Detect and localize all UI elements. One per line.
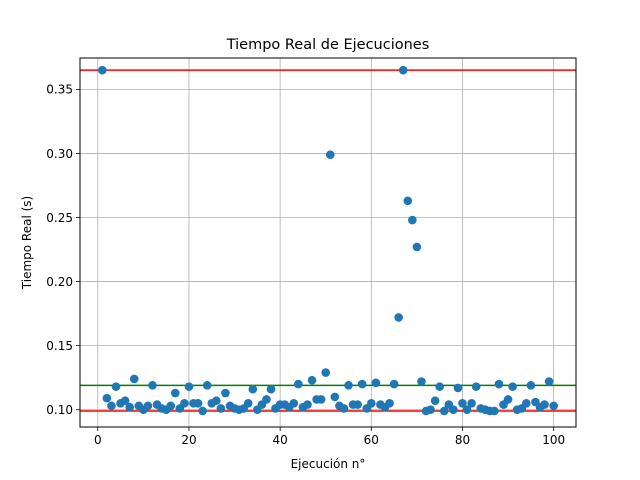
data-point <box>107 401 116 411</box>
data-point <box>303 400 312 409</box>
data-point <box>221 388 230 398</box>
data-point <box>357 379 367 389</box>
y-tick-label: 0.25 <box>46 211 73 225</box>
data-point <box>325 150 335 160</box>
data-point <box>262 395 271 404</box>
data-point <box>412 242 422 252</box>
x-tick-label: 100 <box>542 433 565 447</box>
data-point <box>435 382 444 391</box>
x-tick-label: 20 <box>181 433 196 447</box>
data-point <box>330 392 340 402</box>
data-point <box>371 378 381 388</box>
data-point <box>367 398 376 408</box>
y-tick-label: 0.20 <box>46 275 73 289</box>
plot-frame <box>79 57 577 428</box>
data-point <box>398 65 408 75</box>
data-point <box>339 404 349 413</box>
data-point <box>526 381 536 390</box>
data-point <box>385 398 394 408</box>
data-point <box>540 400 549 409</box>
data-point <box>353 400 362 409</box>
data-point <box>170 388 180 398</box>
data-point <box>544 377 554 386</box>
data-point <box>462 405 472 415</box>
data-point <box>449 405 458 415</box>
data-point <box>125 402 134 412</box>
data-point <box>120 396 130 406</box>
data-point <box>467 398 476 408</box>
data-point <box>202 381 212 390</box>
data-point <box>403 196 413 206</box>
y-axis-label: Tiempo Real (s) <box>20 196 34 290</box>
data-point <box>321 368 331 377</box>
data-point <box>389 379 399 389</box>
chart-title: Tiempo Real de Ejecuciones <box>226 37 430 53</box>
data-point <box>184 382 194 391</box>
data-point <box>316 395 326 404</box>
x-axis-label: Ejecución n° <box>291 457 366 471</box>
data-point <box>143 401 153 411</box>
data-point <box>193 398 203 408</box>
x-tick-label: 80 <box>455 433 470 447</box>
data-point <box>453 383 463 393</box>
data-point <box>216 404 226 413</box>
data-point <box>417 377 426 386</box>
data-point <box>394 313 403 322</box>
y-tick-label: 0.10 <box>46 403 73 417</box>
data-point <box>248 384 258 394</box>
data-point <box>490 406 499 416</box>
data-point <box>243 398 253 408</box>
x-tick-label: 0 <box>94 433 102 447</box>
x-tick-label: 60 <box>364 433 379 447</box>
data-point <box>426 405 435 415</box>
data-point <box>289 398 299 408</box>
data-point <box>408 215 417 225</box>
data-point <box>212 396 221 406</box>
data-point <box>508 382 517 391</box>
data-point <box>307 375 317 385</box>
x-axis-ticks: 0 20 40 60 80 100 <box>94 427 565 447</box>
data-point <box>494 379 504 389</box>
data-point <box>439 406 449 416</box>
data-point <box>549 401 558 411</box>
data-point <box>430 396 440 406</box>
data-point <box>266 384 276 394</box>
y-tick-label: 0.30 <box>46 147 73 161</box>
data-point <box>503 395 513 404</box>
data-points <box>98 65 558 416</box>
data-point <box>458 398 467 408</box>
data-point <box>471 382 481 391</box>
y-axis-ticks: 0.10 0.15 0.20 0.25 0.30 0.35 <box>46 83 80 417</box>
data-point <box>129 374 139 384</box>
data-point <box>166 401 176 411</box>
data-point <box>102 393 112 403</box>
data-point <box>294 379 303 389</box>
data-point <box>522 398 531 408</box>
data-point <box>344 381 353 390</box>
data-point <box>148 381 157 390</box>
data-point <box>180 398 189 408</box>
data-point <box>98 65 107 75</box>
y-tick-label: 0.35 <box>46 83 73 97</box>
data-point <box>198 406 207 416</box>
y-tick-label: 0.15 <box>46 339 73 353</box>
data-point <box>111 382 121 391</box>
x-tick-label: 40 <box>272 433 287 447</box>
